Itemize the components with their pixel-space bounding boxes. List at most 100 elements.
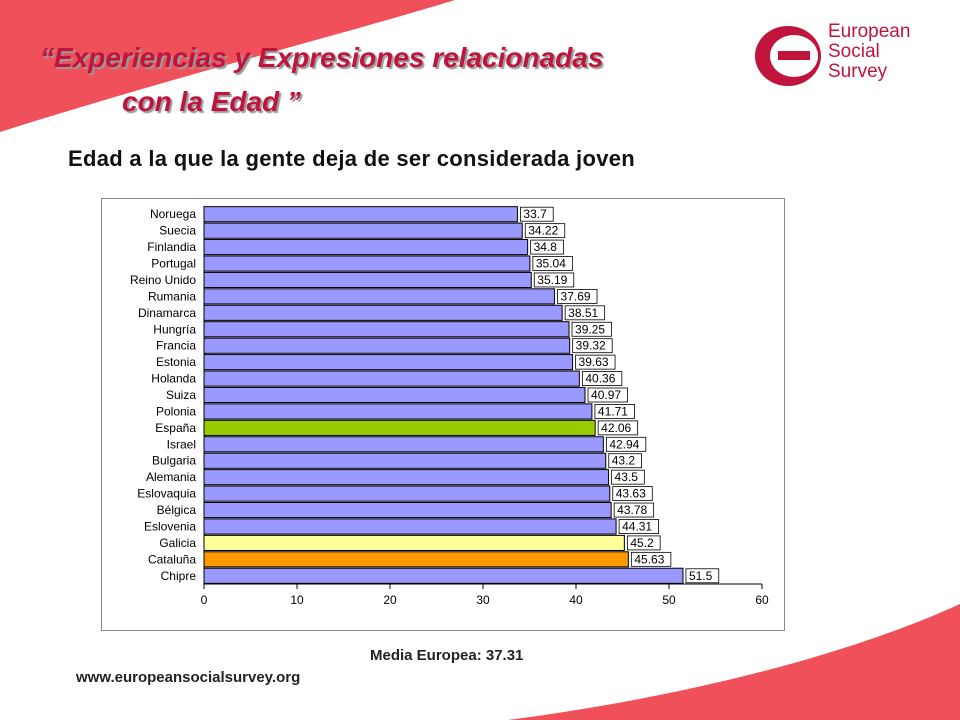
- top-left-swoosh: [0, 0, 455, 132]
- data-label-box: [520, 206, 554, 222]
- bar: [203, 386, 586, 404]
- european-average: Media Europea: 37.31: [370, 647, 524, 664]
- category-label: Reino Unido: [130, 273, 196, 287]
- data-label-box: [581, 371, 623, 386]
- bar: [203, 206, 518, 223]
- category-label: Suiza: [166, 388, 196, 402]
- data-label: 45.63: [634, 552, 664, 566]
- bar: [203, 485, 611, 502]
- category-label: Israel: [167, 437, 196, 451]
- data-label-box: [611, 469, 645, 485]
- bar: [203, 436, 604, 453]
- category-label: Estonia: [156, 355, 196, 369]
- bar-chart-svg: Noruega 33.7 Suecia 34.22 Finlandia 34.8 Portu…: [101, 198, 785, 631]
- data-label-box: [587, 387, 628, 403]
- bar: [203, 354, 574, 371]
- bar: [203, 288, 556, 305]
- data-label-box: [532, 256, 573, 271]
- bar: [203, 551, 629, 568]
- category-label: Holanda: [151, 372, 196, 386]
- bar: [203, 271, 532, 289]
- data-label-box: [597, 420, 639, 436]
- data-label: 39.63: [579, 355, 609, 369]
- data-label: 34.22: [528, 224, 558, 238]
- data-label-box: [530, 239, 564, 255]
- data-label-box: [618, 519, 659, 534]
- ess-logo-text: European Social Survey: [828, 22, 910, 82]
- website-url[interactable]: www.europeansocialsurvey.org: [76, 669, 301, 686]
- data-label-box: [575, 354, 616, 370]
- data-label: 43.2: [612, 454, 636, 468]
- ess-logo-icon: [755, 26, 821, 86]
- data-label: 43.5: [615, 470, 639, 484]
- category-label: Polonia: [156, 404, 196, 418]
- category-label: Francia: [156, 339, 196, 353]
- data-label: 40.97: [591, 388, 621, 402]
- category-label: Hungría: [153, 322, 196, 336]
- bar: [203, 222, 523, 239]
- bar: [203, 469, 610, 486]
- x-tick-label: 60: [755, 593, 769, 607]
- x-tick-label: 0: [201, 593, 208, 607]
- bar: [203, 501, 612, 519]
- data-label: 39.25: [575, 322, 605, 336]
- bar: [203, 419, 596, 436]
- bar: [203, 534, 625, 551]
- category-label: Portugal: [151, 257, 196, 271]
- data-label: 35.19: [537, 273, 567, 287]
- data-label-box: [524, 223, 566, 239]
- data-label-box: [612, 486, 653, 502]
- data-label: 43.63: [616, 487, 646, 501]
- data-label-box: [564, 305, 606, 321]
- x-tick-label: 10: [290, 593, 304, 607]
- data-label: 51.5: [689, 569, 713, 583]
- data-label-box: [571, 321, 612, 337]
- data-label: 34.8: [534, 240, 558, 254]
- bar: [203, 239, 529, 256]
- category-label: Noruega: [150, 207, 196, 221]
- data-label: 43.78: [617, 503, 647, 517]
- category-label: Dinamarca: [138, 306, 196, 320]
- bar: [203, 304, 563, 321]
- category-label: Alemania: [146, 470, 196, 484]
- page-title-line2: con la Edad ”: [122, 86, 301, 117]
- data-label: 35.04: [536, 257, 566, 271]
- data-label: 38.51: [568, 306, 598, 320]
- category-label: Chipre: [161, 569, 197, 583]
- data-label-box: [533, 272, 575, 288]
- bar: [203, 452, 607, 469]
- data-label-box: [608, 453, 642, 469]
- x-tick-label: 50: [662, 593, 676, 607]
- chart-subtitle: Edad a la que la gente deja de ser consi…: [68, 146, 636, 171]
- category-label: Galicia: [159, 536, 196, 550]
- data-label: 37.69: [561, 289, 591, 303]
- data-label-box: [626, 535, 661, 551]
- category-label: Cataluña: [148, 552, 196, 566]
- category-label: Eslovenia: [144, 519, 196, 533]
- data-label: 40.36: [585, 372, 615, 386]
- bar-chart: Noruega 33.7 Suecia 34.22 Finlandia 34.8 Portu…: [101, 198, 785, 631]
- data-label: 44.31: [622, 519, 652, 533]
- bar: [203, 337, 571, 354]
- logo-line-european: European: [828, 21, 911, 42]
- page-title-line1: “Experiencias y Expresiones relacionadas: [40, 42, 604, 73]
- data-label: 41.71: [598, 404, 628, 418]
- data-label-box: [594, 404, 635, 419]
- bar: [203, 370, 580, 387]
- category-label: Bulgaria: [152, 454, 196, 468]
- category-label: España: [155, 421, 196, 435]
- x-tick-label: 20: [383, 593, 397, 607]
- data-label: 39.32: [576, 339, 606, 353]
- data-label: 42.06: [601, 421, 631, 435]
- bottom-right-swoosh: [508, 604, 960, 720]
- category-label: Finlandia: [147, 240, 196, 254]
- logo-line-social: Social: [828, 41, 880, 62]
- x-tick-label: 30: [476, 593, 490, 607]
- page-title: “Experiencias y Expresiones relacionadas…: [40, 36, 603, 124]
- data-label-box: [685, 568, 720, 584]
- data-label: 33.7: [523, 207, 547, 221]
- x-tick-label: 40: [569, 593, 583, 607]
- category-label: Rumania: [148, 289, 196, 303]
- category-label: Eslovaquia: [137, 487, 196, 501]
